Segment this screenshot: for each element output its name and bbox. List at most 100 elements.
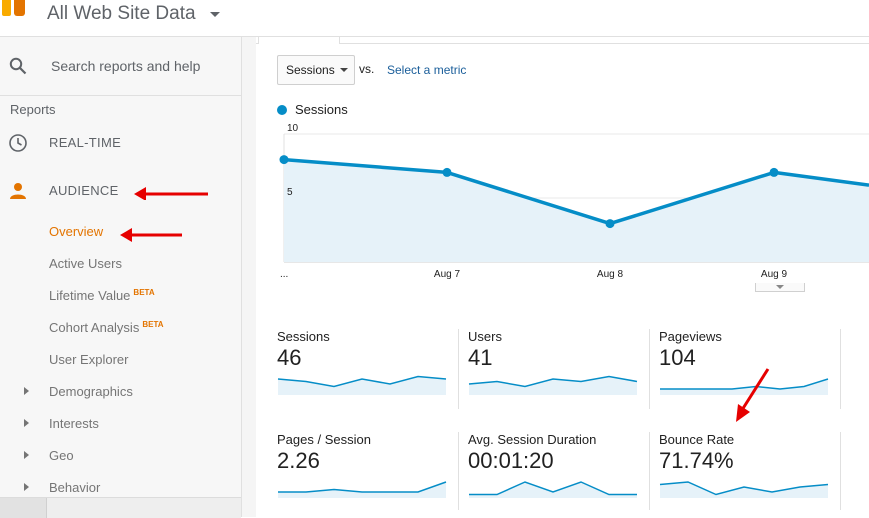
- sidebar-item-label: AUDIENCE: [49, 183, 119, 198]
- sparkline-area: [469, 482, 637, 498]
- chart-resize-handle[interactable]: [755, 283, 805, 292]
- metric-dropdown[interactable]: Sessions: [277, 55, 355, 85]
- sidebar-item-label: Cohort Analysis: [49, 320, 140, 335]
- sparkline: [278, 481, 447, 498]
- sidebar-item-user-explorer[interactable]: User Explorer: [49, 352, 129, 367]
- sidebar-item-active-users[interactable]: Active Users: [49, 256, 122, 271]
- stat-label: Sessions: [277, 329, 330, 344]
- reports-heading: Reports: [10, 102, 56, 117]
- sidebar-item-demographics[interactable]: Demographics: [49, 384, 133, 399]
- footer-tab[interactable]: [0, 498, 47, 518]
- stat-value: 00:01:20: [468, 448, 554, 473]
- chevron-down-icon[interactable]: [210, 12, 220, 17]
- sidebar-item-label: REAL-TIME: [49, 135, 122, 150]
- stat-value: 71.74%: [659, 448, 734, 473]
- sidebar-item-lifetime-value[interactable]: Lifetime Value BETA: [49, 288, 155, 303]
- sidebar-item-geo[interactable]: Geo: [49, 448, 74, 463]
- stat-value: 46: [277, 345, 302, 370]
- stat-value: 41: [468, 345, 493, 370]
- sessions-chart[interactable]: 10 5... Aug 7 Aug 8 Aug 9: [256, 122, 869, 292]
- series-area: [284, 159, 869, 262]
- stat-tile-pageviews[interactable]: Pageviews 104: [654, 329, 834, 407]
- annotation-arrow-icon: [134, 187, 208, 200]
- sparkline: [660, 378, 829, 395]
- data-point: [769, 167, 779, 177]
- sidebar-item-label: Lifetime Value: [49, 288, 131, 303]
- chevron-down-icon: [340, 68, 348, 72]
- tab-overview[interactable]: [258, 37, 340, 44]
- sparkline-area: [278, 376, 446, 395]
- expand-arrow-icon[interactable]: [24, 451, 29, 459]
- annotation-arrow-icon: [736, 368, 770, 422]
- stat-tile-users[interactable]: Users 41: [463, 329, 643, 407]
- sparkline: [659, 481, 829, 498]
- stat-divider: [840, 432, 841, 510]
- person-icon: [10, 183, 26, 199]
- stat-label: Pageviews: [659, 329, 722, 344]
- analytics-logo-icon[interactable]: [0, 0, 28, 16]
- beta-badge: BETA: [142, 320, 164, 329]
- sidebar-item-audience[interactable]: AUDIENCE: [0, 177, 241, 205]
- stat-tile-sessions[interactable]: Sessions 46: [272, 329, 452, 407]
- sparkline-line: [278, 481, 447, 493]
- search-bar[interactable]: Search reports and help: [0, 37, 241, 96]
- data-point: [279, 155, 289, 165]
- sparkline: [468, 375, 638, 395]
- expand-arrow-icon[interactable]: [24, 387, 29, 395]
- y-tick-label: 5: [287, 187, 293, 198]
- stat-label: Avg. Session Duration: [468, 432, 597, 447]
- vs-label: vs.: [359, 62, 375, 76]
- sparkline: [469, 481, 637, 498]
- main-panel: Sessions vs. Select a metric Sessions 10…: [242, 37, 869, 517]
- x-tick-label: ...: [280, 269, 288, 280]
- expand-arrow-icon[interactable]: [24, 483, 29, 491]
- overview-card: Sessions vs. Select a metric Sessions 10…: [256, 37, 869, 517]
- stat-value: 104: [659, 345, 696, 370]
- sparkline-line: [659, 481, 829, 496]
- x-tick-label: Aug 9: [761, 269, 788, 280]
- y-tick-label: 10: [287, 123, 299, 134]
- data-point: [605, 219, 615, 229]
- sidebar-item-interests[interactable]: Interests: [49, 416, 99, 431]
- stat-divider: [458, 432, 459, 510]
- expand-arrow-icon[interactable]: [24, 419, 29, 427]
- metric-dropdown-value: Sessions: [286, 63, 335, 77]
- sidebar-footer: [0, 497, 241, 518]
- stat-divider: [649, 329, 650, 409]
- legend-dot-icon: [277, 105, 287, 115]
- sparkline: [277, 375, 447, 395]
- stat-label: Users: [468, 329, 502, 344]
- property-selector[interactable]: All Web Site Data: [47, 3, 196, 24]
- sparkline-line: [277, 375, 447, 388]
- stat-tile-pages-session[interactable]: Pages / Session 2.26: [272, 432, 452, 510]
- stat-divider: [840, 329, 841, 409]
- sparkline-line: [469, 481, 637, 496]
- sidebar-item-cohort-analysis[interactable]: Cohort Analysis BETA: [49, 320, 164, 335]
- sparkline-area: [660, 482, 828, 498]
- search-icon[interactable]: [9, 57, 27, 75]
- top-bar: All Web Site Data: [0, 0, 869, 37]
- sparkline-line: [660, 378, 829, 390]
- stat-label: Pages / Session: [277, 432, 371, 447]
- x-tick-label: Aug 7: [434, 269, 461, 280]
- x-tick-label: Aug 8: [597, 269, 624, 280]
- stat-label: Bounce Rate: [659, 432, 735, 447]
- data-point: [442, 167, 452, 177]
- search-input[interactable]: Search reports and help: [51, 58, 201, 74]
- sparkline-area: [278, 482, 446, 498]
- stat-divider: [649, 432, 650, 510]
- stat-divider: [458, 329, 459, 409]
- sidebar-item-realtime[interactable]: REAL-TIME: [0, 129, 241, 157]
- sidebar-item-behavior[interactable]: Behavior: [49, 480, 101, 495]
- sparkline-area: [469, 376, 637, 395]
- stat-tile-avg-session-duration[interactable]: Avg. Session Duration 00:01:20: [463, 432, 643, 510]
- stat-value: 2.26: [277, 448, 320, 473]
- annotation-arrow-icon: [120, 228, 182, 242]
- beta-badge: BETA: [133, 288, 155, 297]
- sidebar-item-overview[interactable]: Overview: [49, 224, 104, 239]
- legend-label: Sessions: [295, 102, 348, 117]
- stat-tile-bounce-rate[interactable]: Bounce Rate 71.74%: [654, 432, 834, 510]
- select-metric-link[interactable]: Select a metric: [387, 63, 467, 77]
- sidebar: Search reports and help Reports REAL-TIM…: [0, 37, 242, 518]
- sparkline-line: [468, 375, 638, 388]
